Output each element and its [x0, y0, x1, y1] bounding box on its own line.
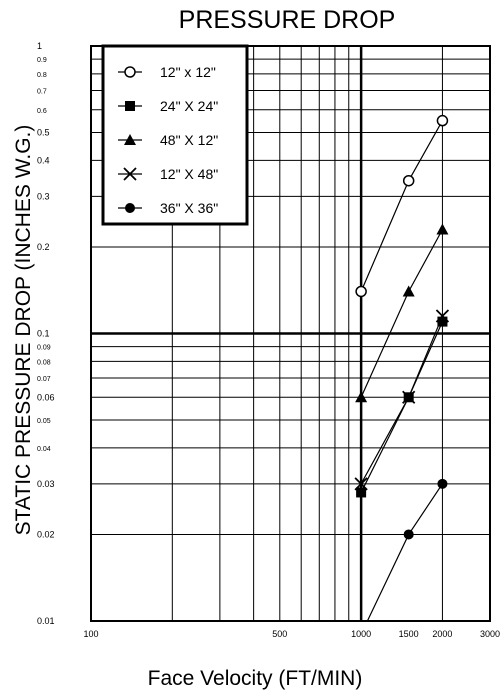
legend-item: 24" X 24": [118, 98, 218, 114]
data-point-stroke: [123, 167, 137, 181]
x-tick-label: 1500: [399, 629, 419, 639]
y-tick-label: 1: [37, 41, 42, 51]
series: [354, 309, 450, 491]
y-tick-label: 0.5: [37, 128, 50, 138]
grid-lines: [91, 46, 490, 621]
series: [355, 114, 449, 298]
legend-item: 12" x 12": [118, 64, 216, 80]
y-tick-label: 0.09: [37, 345, 51, 352]
series-line: [360, 321, 443, 493]
y-tick-label: 0.07: [37, 376, 51, 383]
data-point: [124, 134, 136, 145]
series-line: [360, 229, 443, 398]
x-tick-label: 1000: [351, 629, 371, 639]
y-tick-label: 0.4: [37, 155, 50, 165]
tick-labels: 1 0.9 0.8 0.7 0.6 0.5 0.4 0.3 0.2 0.1 0.09 0.08 0.07…: [37, 41, 500, 639]
series-line: [366, 483, 443, 622]
y-tick-label: 0.3: [37, 191, 50, 201]
data-point: [125, 203, 135, 213]
data-point: [402, 174, 415, 187]
y-tick-label: 0.01: [37, 616, 55, 626]
y-tick-label: 0.8: [37, 72, 47, 79]
data-point: [354, 477, 368, 491]
x-tick-label: 500: [272, 629, 287, 639]
series: [356, 316, 448, 498]
legend-item: 48" X 12": [118, 132, 218, 148]
data-point-stroke: [402, 390, 416, 404]
y-tick-label: 0.9: [37, 57, 47, 64]
y-tick-label: 0.05: [37, 418, 51, 425]
x-tick-label: 100: [83, 629, 98, 639]
y-tick-label: 0.03: [37, 479, 55, 489]
series-line: [360, 315, 443, 485]
y-tick-label: 0.04: [37, 446, 51, 453]
y-tick-label: 0.02: [37, 529, 55, 539]
y-tick-label: 0.2: [37, 242, 50, 252]
legend-label: 48" X 12": [160, 132, 218, 148]
data-point: [436, 223, 449, 235]
series-lines: [354, 114, 450, 622]
data-point: [355, 285, 367, 298]
data-point: [356, 487, 367, 498]
data-point: [435, 309, 450, 323]
legend-item: 12" X 48": [118, 166, 218, 182]
plot-frame: [90, 45, 491, 622]
legend-label: 24" X 24": [160, 98, 218, 114]
data-point: [125, 101, 135, 111]
data-point: [402, 390, 416, 404]
data-point: [403, 529, 414, 540]
series: [366, 478, 448, 622]
data-point-stroke: [354, 477, 368, 491]
series: [355, 223, 449, 403]
legend-label: 36" X 36": [160, 200, 218, 216]
x-axis-label: Face Velocity (FT/MIN): [148, 667, 363, 690]
y-axis-label: STATIC PRESSURE DROP (INCHES W.G.): [12, 125, 35, 536]
y-tick-label: 0.6: [37, 108, 47, 115]
x-tick-label: 3000: [480, 629, 500, 639]
x-tick-label: 2000: [432, 629, 452, 639]
series-line: [360, 120, 443, 292]
data-point: [402, 285, 415, 297]
legend-label: 12" x 12": [160, 64, 216, 80]
legend: 12" x 12" 24" X 24" 48" X 12" 12" X 48" 36" …: [101, 44, 249, 226]
data-point: [123, 167, 137, 181]
data-point-stroke: [435, 309, 450, 323]
chart-title: PRESSURE DROP: [179, 6, 396, 34]
data-point: [355, 391, 368, 403]
data-point: [124, 66, 136, 78]
data-point: [437, 316, 448, 327]
y-tick-label: 0.1: [37, 329, 50, 339]
y-tick-label: 0.06: [37, 392, 55, 402]
y-tick-label: 0.08: [37, 359, 51, 366]
legend-label: 12" X 48": [160, 166, 218, 182]
y-tick-label: 0.7: [37, 89, 47, 96]
data-point: [437, 478, 448, 489]
legend-item: 36" X 36": [118, 200, 218, 216]
data-point: [436, 114, 449, 127]
